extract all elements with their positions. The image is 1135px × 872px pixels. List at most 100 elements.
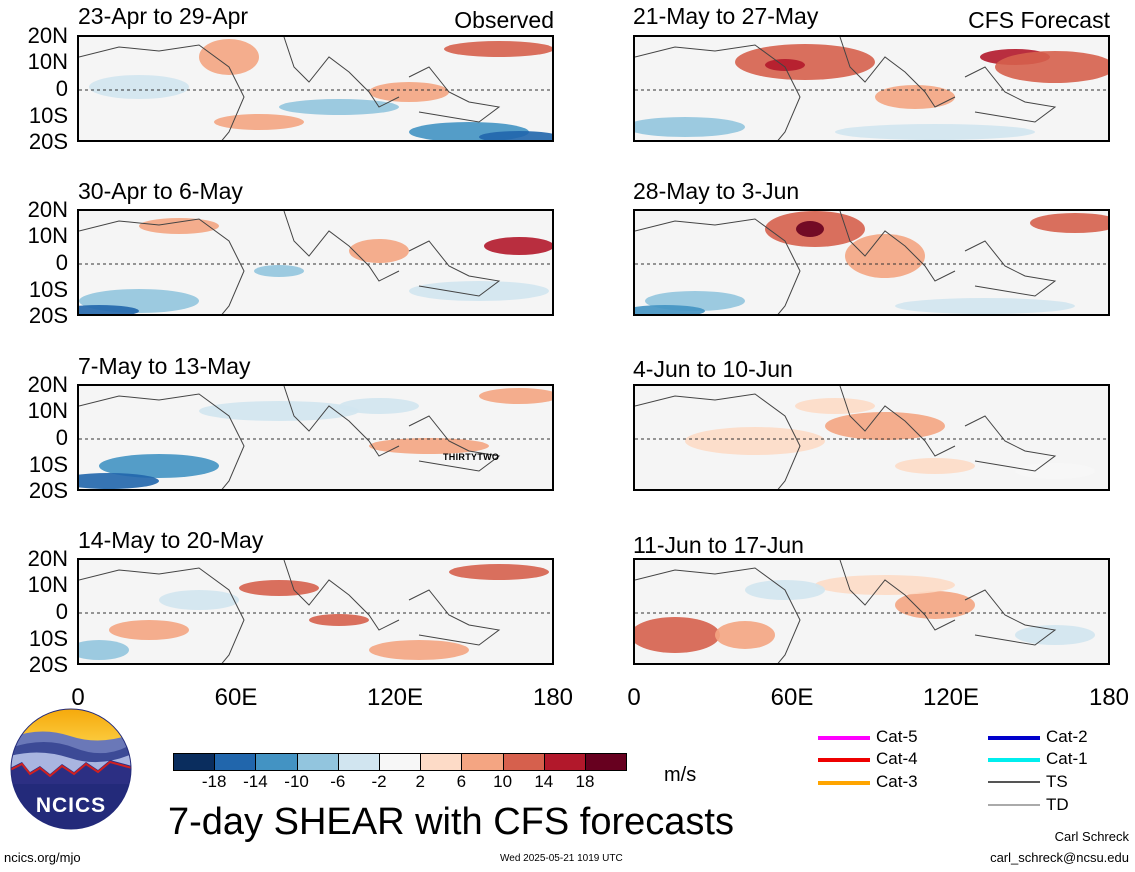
colorbar-tick-label: 18: [575, 772, 595, 791]
shear-map-fcst-1: [633, 35, 1110, 142]
shear-contour: [309, 614, 369, 626]
colorbar-swatch: [502, 753, 545, 771]
observed-label: Observed: [454, 7, 554, 33]
legend-line-td: [988, 804, 1040, 806]
coastline: [635, 211, 1057, 314]
lon-label-120e-left: 120E: [366, 684, 424, 711]
shear-field: [79, 560, 552, 663]
panel-title-fcst-2: 28-May to 3-Jun: [633, 178, 800, 204]
shear-contour: [279, 99, 399, 115]
shear-contour: [449, 564, 549, 580]
shear-contour: [159, 590, 239, 610]
shear-contour: [875, 85, 955, 109]
lat-label-2-1: 10N: [27, 398, 68, 423]
shear-map-obs-1: [77, 35, 554, 142]
shear-contour: [1030, 213, 1108, 233]
legend-line-cat-4: [818, 758, 870, 762]
shear-contour: [89, 75, 189, 99]
coastline: [79, 211, 501, 314]
colorbar-swatch: [337, 753, 380, 771]
lat-label-2-2: 0: [55, 425, 68, 450]
shear-contour: [214, 114, 304, 130]
shear-contour: [635, 117, 745, 137]
legend-label-td: TD: [1046, 795, 1069, 814]
legend-line-ts: [988, 781, 1040, 783]
shear-contour: [845, 234, 925, 278]
coastline: [79, 37, 501, 140]
lat-label-1-4: 20S: [28, 303, 68, 328]
shear-field: [79, 211, 552, 314]
shear-map-obs-4: [77, 558, 554, 665]
colorbar-tick-label: -10: [284, 772, 309, 791]
shear-contour: [199, 39, 259, 75]
shear-contour: [895, 458, 975, 474]
lat-label-1-0: 20N: [27, 197, 68, 222]
legend-label-cat-2: Cat-2: [1046, 727, 1088, 746]
lat-label-0-0: 20N: [27, 23, 68, 48]
colorbar-swatch: [585, 753, 628, 771]
coastline: [79, 386, 501, 489]
colorbar-swatch: [461, 753, 504, 771]
coastline: [635, 386, 1057, 489]
shear-contour: [339, 398, 419, 414]
colorbar-tick-label: 2: [415, 772, 425, 791]
shear-contour: [895, 591, 975, 619]
shear-contour: [1015, 625, 1095, 645]
shear-contour: [79, 640, 129, 660]
lat-label-0-1: 10N: [27, 49, 68, 74]
panel-title-obs-1: 23-Apr to 29-Apr: [78, 3, 249, 29]
shear-contour: [795, 398, 875, 414]
shear-contour: [995, 51, 1108, 83]
shear-field: [79, 386, 552, 489]
legend-label-cat-5: Cat-5: [876, 727, 918, 746]
legend-label-cat-3: Cat-3: [876, 772, 918, 791]
legend-label-cat-4: Cat-4: [876, 749, 918, 768]
shear-field: [635, 37, 1108, 140]
shear-contour: [369, 640, 469, 660]
shear-contour: [635, 617, 720, 653]
shear-contour: [835, 124, 1035, 140]
shear-contour: [765, 59, 805, 71]
shear-contour: [1015, 463, 1095, 479]
legend-line-cat-3: [818, 781, 870, 785]
footer-url: ncics.org/mjo: [4, 850, 81, 865]
lat-label-3-2: 0: [55, 599, 68, 624]
shear-contour: [479, 131, 552, 140]
footer-email: carl_schreck@ncsu.edu: [990, 850, 1129, 865]
colorbar-tick-label: -18: [201, 772, 227, 791]
footer-timestamp: Wed 2025-05-21 1019 UTC: [500, 853, 623, 864]
lat-label-1-3: 10S: [28, 277, 68, 302]
lat-label-3-1: 10N: [27, 572, 68, 597]
lat-label-0-2: 0: [55, 76, 68, 101]
panel-title-fcst-1: 21-May to 27-May: [633, 3, 819, 29]
panel-title-fcst-3: 4-Jun to 10-Jun: [633, 356, 793, 382]
shear-contour: [796, 221, 824, 237]
shear-contour: [685, 427, 825, 455]
panel-title-obs-4: 14-May to 20-May: [78, 527, 264, 553]
shear-contour: [109, 620, 189, 640]
shear-contour: [715, 621, 775, 649]
lon-label-180-left: 180: [532, 684, 574, 711]
lat-label-3-0: 20N: [27, 546, 68, 571]
shear-contour: [895, 298, 1075, 314]
shear-map-fcst-4: [633, 558, 1110, 665]
legend-label-cat-1: Cat-1: [1046, 749, 1088, 768]
shear-map-fcst-2: [633, 209, 1110, 316]
colorbar-swatch: [255, 753, 298, 771]
shear-field: [635, 386, 1108, 489]
shear-field: [635, 560, 1108, 663]
colorbar-unit: m/s: [664, 764, 697, 786]
colorbar-swatch: [543, 753, 586, 771]
lon-label-0-right: 0: [627, 684, 641, 711]
shear-contour: [369, 438, 489, 454]
colorbar-swatch: [379, 753, 422, 771]
footer-author: Carl Schreck: [1054, 829, 1129, 844]
colorbar-tick-label: -6: [330, 772, 346, 791]
shear-contour: [369, 82, 449, 102]
legend-line-cat-2: [988, 736, 1040, 740]
ncics-logo: NCICS: [10, 708, 132, 830]
shear-contour: [444, 41, 552, 57]
shear-map-fcst-3: [633, 384, 1110, 491]
shear-field: [635, 211, 1108, 314]
legend-line-cat-5: [818, 736, 870, 740]
